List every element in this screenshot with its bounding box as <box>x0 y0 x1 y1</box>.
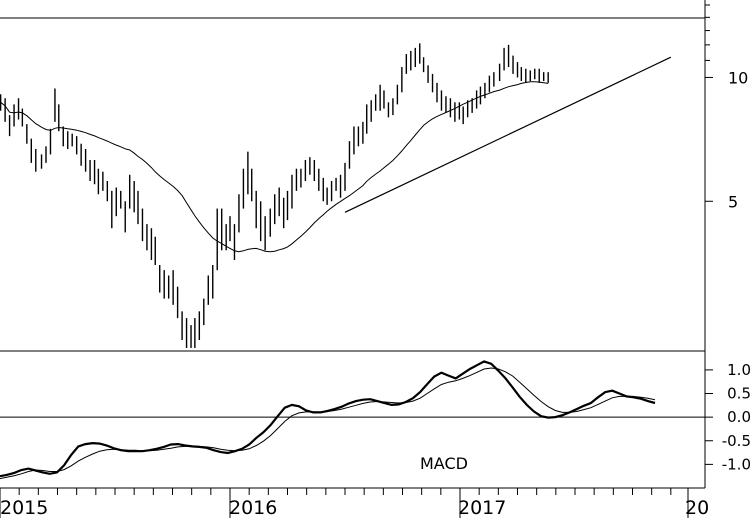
macd-label: MACD <box>420 454 468 473</box>
macd-panel: MACD <box>0 360 705 480</box>
macd-y-tick-label: 1.0 <box>727 361 751 379</box>
x-axis: 2015 2016 2017 20 <box>0 487 709 518</box>
y-tick-label: 5 <box>728 192 738 211</box>
macd-y-tick-label: 0.0 <box>727 408 751 426</box>
macd-y-tick-label: -1.0 <box>722 455 751 473</box>
x-label: 2015 <box>0 497 48 518</box>
x-label: 2016 <box>229 497 277 518</box>
moving-average-line <box>0 81 549 253</box>
macd-line <box>0 360 656 478</box>
price-y-ticks: 5 10 <box>705 4 748 211</box>
trendline <box>344 56 672 213</box>
x-label: 20 <box>685 497 709 518</box>
price-bars <box>0 43 549 348</box>
macd-y-tick-label: -0.5 <box>722 432 751 450</box>
signal-line <box>0 367 656 480</box>
x-ticks <box>0 488 689 518</box>
y-tick-label: 10 <box>728 68 748 87</box>
macd-y-tick-label: 0.5 <box>727 385 751 403</box>
right-axis: 5 10 1.0 0.5 0.0 -0.5 -1.0 <box>704 0 751 488</box>
x-label: 2017 <box>458 497 506 518</box>
price-panel <box>0 17 705 352</box>
macd-y-ticks: 1.0 0.5 0.0 -0.5 -1.0 <box>705 361 751 473</box>
